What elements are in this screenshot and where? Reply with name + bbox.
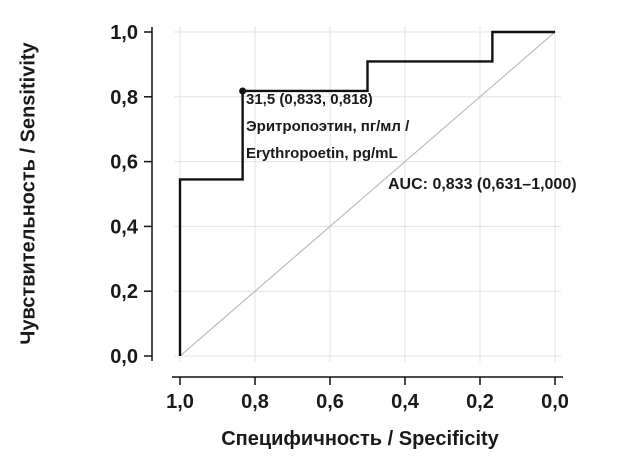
y-tick-label: 0,2 [110, 281, 138, 303]
y-tick-label: 1,0 [110, 22, 138, 44]
cutoff-marker-name-en: Erythropoetin, pg/mL [246, 145, 398, 162]
reference-diagonal-line [179, 31, 556, 357]
roc-curve [178, 30, 555, 356]
y-tick-label: 0,8 [110, 87, 138, 109]
x-tick-label: 1,0 [166, 391, 194, 413]
cutoff-marker-name-ru: Эритропоэтин, пг/мл / [246, 118, 410, 135]
cutoff-point-marker [239, 87, 247, 95]
y-axis-title: Чувствительность / Sensitivity [17, 42, 40, 345]
x-tick-label: 0,2 [466, 391, 494, 413]
cutoff-annotation: 31,5 (0,833, 0,818) Эритропоэтин, пг/мл … [246, 86, 409, 167]
y-tick-label: 0,6 [110, 152, 138, 174]
y-tick-label: 0,0 [110, 346, 138, 368]
cutoff-value-label: 31,5 (0,833, 0,818) [246, 91, 373, 108]
x-tick-label: 0,6 [316, 391, 344, 413]
x-tick-label: 0,0 [541, 391, 569, 413]
x-axis-title: Специфичность / Specificity [221, 428, 499, 450]
auc-annotation: AUC: 0,833 (0,631–1,000) [388, 176, 577, 193]
x-tick-label: 0,4 [391, 391, 420, 413]
y-tick-label: 0,4 [110, 216, 139, 238]
x-tick-label: 0,8 [241, 391, 269, 413]
